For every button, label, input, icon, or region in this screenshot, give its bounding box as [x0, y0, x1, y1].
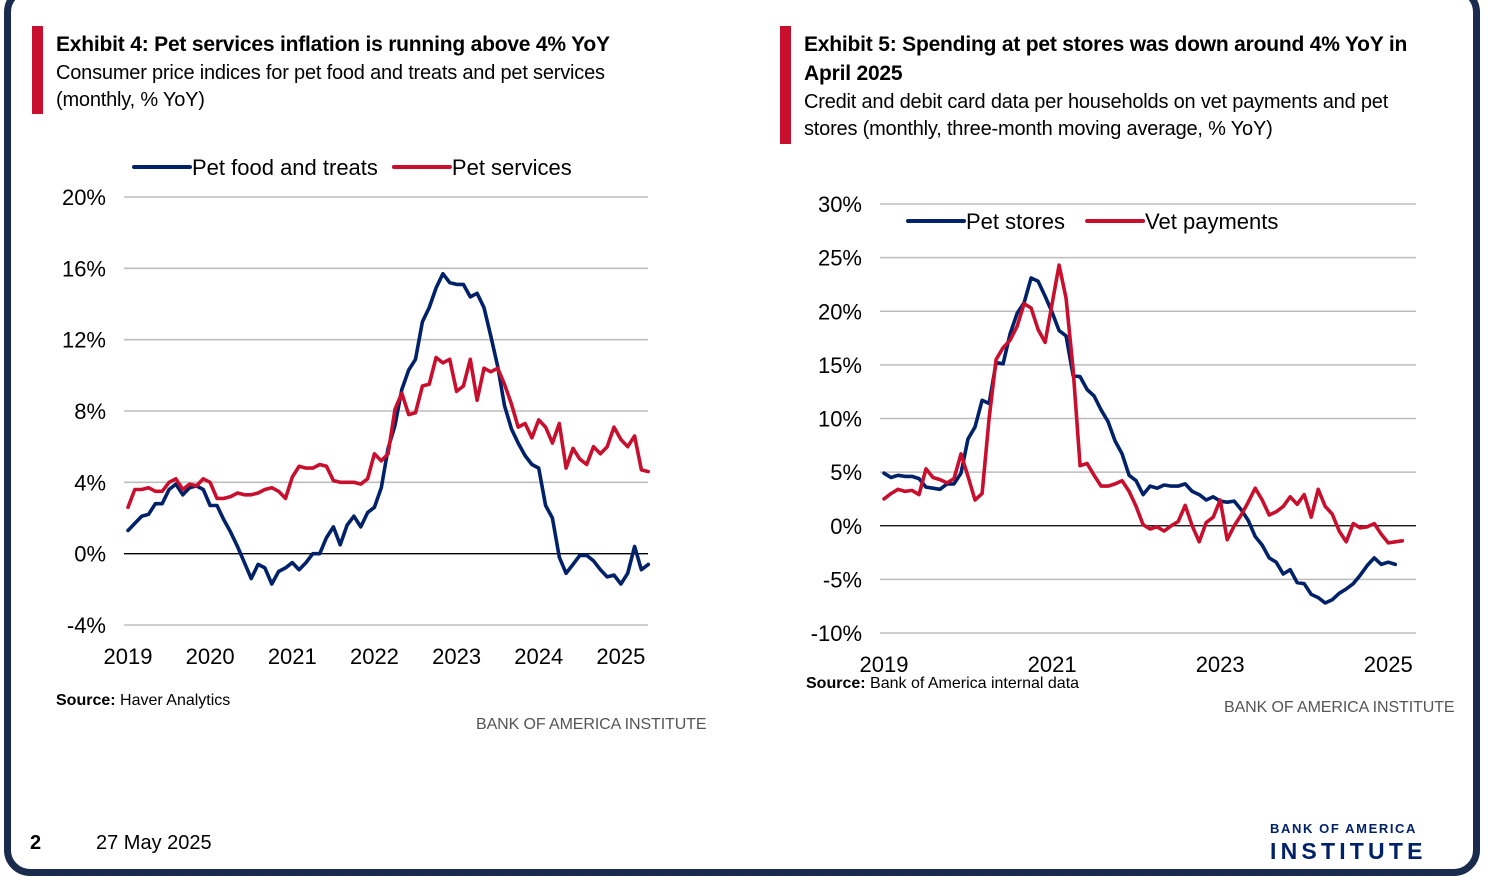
exhibit-5-ytick-label: 20% [818, 299, 862, 324]
exhibit-4-ytick-label: 12% [62, 328, 106, 353]
exhibit-5-xtick-label: 2025 [1364, 652, 1413, 677]
exhibit-4-accent-bar [32, 26, 43, 114]
exhibit-4-subtitle: Consumer price indices for pet food and … [56, 62, 605, 111]
exhibit-4-series-pet-food-and-treats [126, 271, 651, 586]
exhibit-5-subtitle: Credit and debit card data per household… [804, 91, 1389, 140]
exhibit-5-source-text: Bank of America internal data [870, 675, 1080, 692]
logo-line-2: INSTITUTE [1270, 838, 1427, 864]
exhibit-5-ytick-label: 25% [818, 246, 862, 271]
exhibit-4-chart: -4% 0% 4% 8% 12% 16% 20% 2019 2020 2021 2022 2023 20… [62, 155, 651, 669]
exhibit-5-ytick-label: 5% [830, 460, 862, 485]
exhibit-4-series-pet-services [126, 355, 651, 510]
exhibit-4-legend-label: Pet food and treats [192, 155, 378, 180]
exhibit-4-legend-label: Pet services [452, 155, 572, 180]
exhibit-4: Exhibit 4: Pet services inflation is run… [32, 26, 712, 746]
exhibit-4-source-label: Source: [56, 692, 116, 709]
publication-date: 27 May 2025 [96, 832, 212, 854]
exhibit-4-xtick-label: 2024 [514, 644, 563, 669]
exhibit-4-ytick-label: 0% [74, 542, 106, 567]
exhibit-4-title: Exhibit 4: Pet services inflation is run… [56, 33, 610, 56]
exhibit-5-ytick-label: 10% [818, 407, 862, 432]
exhibit-4-ytick-label: -4% [67, 613, 106, 638]
exhibit-5-ytick-label: 0% [830, 514, 862, 539]
bank-of-america-institute-logo: BANK OF AMERICA INSTITUTE [1270, 820, 1427, 864]
exhibit-5-chart: -10% -5% 0% 5% 10% 15% 20% 25% 30% 2019 2021 2023 20… [811, 192, 1416, 677]
exhibit-4-xtick-label: 2021 [268, 644, 317, 669]
exhibit-5-xtick-label: 2023 [1196, 652, 1245, 677]
exhibit-5-series-pet-stores [882, 276, 1398, 605]
exhibit-4-source: Source: Haver Analytics [56, 692, 230, 710]
page-number: 2 [30, 832, 42, 854]
exhibit-5-brand: BANK OF AMERICA INSTITUTE [1224, 699, 1455, 716]
exhibit-4-xtick-label: 2025 [596, 644, 645, 669]
exhibit-5-title: Exhibit 5: Spending at pet stores was do… [804, 33, 1408, 85]
exhibit-4-source-text: Haver Analytics [120, 692, 231, 709]
exhibit-5-source-label: Source: [806, 675, 866, 692]
exhibit-4-ytick-label: 4% [74, 470, 106, 495]
exhibit-4-xtick-label: 2019 [104, 644, 153, 669]
page-frame [4, 0, 1480, 876]
exhibit-4-ytick-label: 16% [62, 256, 106, 281]
exhibit-5-ytick-label: 30% [818, 192, 862, 217]
exhibit-5-ytick-label: -10% [811, 621, 862, 646]
logo-line-1: BANK OF AMERICA [1270, 821, 1418, 836]
exhibit-4-brand: BANK OF AMERICA INSTITUTE [476, 716, 707, 733]
exhibit-5-legend-label: Vet payments [1145, 209, 1278, 234]
exhibit-5-ytick-label: -5% [823, 567, 862, 592]
exhibit-5-legend-label: Pet stores [966, 209, 1065, 234]
exhibit-4-xtick-label: 2020 [186, 644, 235, 669]
exhibit-4-ytick-label: 20% [62, 185, 106, 210]
exhibit-5-xtick-label: 2021 [1028, 652, 1077, 677]
exhibit-4-xtick-label: 2022 [350, 644, 399, 669]
exhibit-4-ytick-label: 8% [74, 399, 106, 424]
exhibit-5-xtick-label: 2019 [860, 652, 909, 677]
exhibit-5-series-vet-payments [882, 263, 1405, 545]
exhibit-5-accent-bar [780, 26, 791, 144]
exhibit-5-source: Source: Bank of America internal data [806, 675, 1079, 693]
exhibit-5-ytick-label: 15% [818, 353, 862, 378]
exhibit-4-xtick-label: 2023 [432, 644, 481, 669]
exhibit-5: Exhibit 5: Spending at pet stores was do… [780, 26, 1460, 726]
